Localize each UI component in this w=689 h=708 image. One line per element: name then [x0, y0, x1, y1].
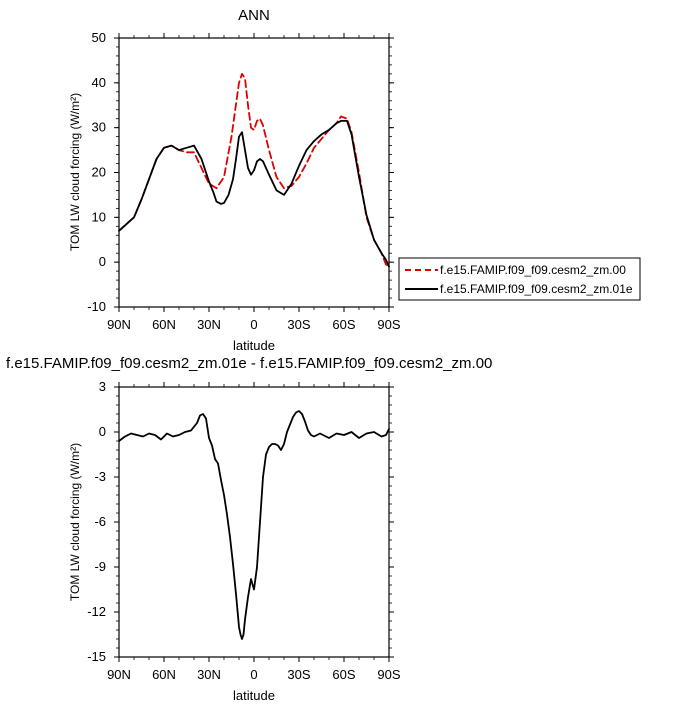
series-line-2 [118, 120, 390, 268]
plot-frame-top [118, 37, 390, 308]
x-tick-label: 90S [377, 317, 400, 332]
y-tick-label: 10 [92, 209, 106, 224]
x-tick-label: 90S [377, 667, 400, 682]
y-tick-label: 3 [99, 379, 106, 394]
x-tick-label: 60S [332, 317, 355, 332]
difference-title: f.e15.FAMIP.f09_f09.cesm2_zm.01e - f.e15… [6, 355, 492, 372]
x-tick-label: 90N [107, 667, 131, 682]
x-tick-label: 0 [250, 667, 257, 682]
y-tick-label: -9 [94, 559, 106, 574]
y-tick-label: 40 [92, 75, 106, 90]
axes-bottom: 90N 60N 30N 0 30S 60S 90S -15 -12 -9 -6 -3 0 3 [87, 379, 401, 682]
y-axis-label: TOM LW cloud forcing (W/m²) [68, 93, 82, 251]
x-axis-label-bottom: latitude [233, 688, 275, 703]
panel-difference: f.e15.FAMIP.f09_f09.cesm2_zm.01e - f.e15… [6, 355, 492, 703]
x-tick-label: 60S [332, 667, 355, 682]
x-tick-label: 90N [107, 317, 131, 332]
panel-annual-lw-cloud-forcing: ANN 90N 60N 30N 0 30S 60S 90S -10 0 10 20 30 40 50 la… [68, 7, 641, 353]
y-tick-label: -3 [94, 469, 106, 484]
legend-label-series-2: f.e15.FAMIP.f09_f09.cesm2_zm.01e [440, 282, 633, 296]
x-axis-label: latitude [233, 338, 275, 353]
x-tick-label: 30N [197, 317, 221, 332]
series-lines-bottom [118, 410, 390, 640]
legend-label-series-1: f.e15.FAMIP.f09_f09.cesm2_zm.00 [440, 263, 626, 277]
legend-box [398, 257, 641, 301]
y-tick-label: 50 [92, 30, 106, 45]
chart-title: ANN [238, 7, 270, 24]
y-tick-label: 0 [99, 424, 106, 439]
y-tick-label: 30 [92, 120, 106, 135]
x-tick-label: 30N [197, 667, 221, 682]
x-tick-label: 60N [152, 667, 176, 682]
y-tick-label: -12 [87, 604, 106, 619]
series-lines-top [118, 73, 390, 268]
y-tick-label: 20 [92, 165, 106, 180]
legend: f.e15.FAMIP.f09_f09.cesm2_zm.00 f.e15.FA… [398, 257, 641, 301]
y-tick-label: -6 [94, 514, 106, 529]
axes-top: 90N 60N 30N 0 30S 60S 90S -10 0 10 20 30 40 50 [87, 30, 401, 332]
y-tick-label: -15 [87, 649, 106, 664]
y-axis-label-bottom: TOM LW cloud forcing (W/m²) [68, 443, 82, 601]
x-tick-label: 30S [287, 667, 310, 682]
x-tick-label: 0 [250, 317, 257, 332]
y-tick-label: 0 [99, 254, 106, 269]
series-line-1 [118, 410, 390, 640]
x-tick-label: 30S [287, 317, 310, 332]
plot-frame-bot [118, 386, 390, 658]
x-tick-label: 60N [152, 317, 176, 332]
y-tick-label: -10 [87, 299, 106, 314]
